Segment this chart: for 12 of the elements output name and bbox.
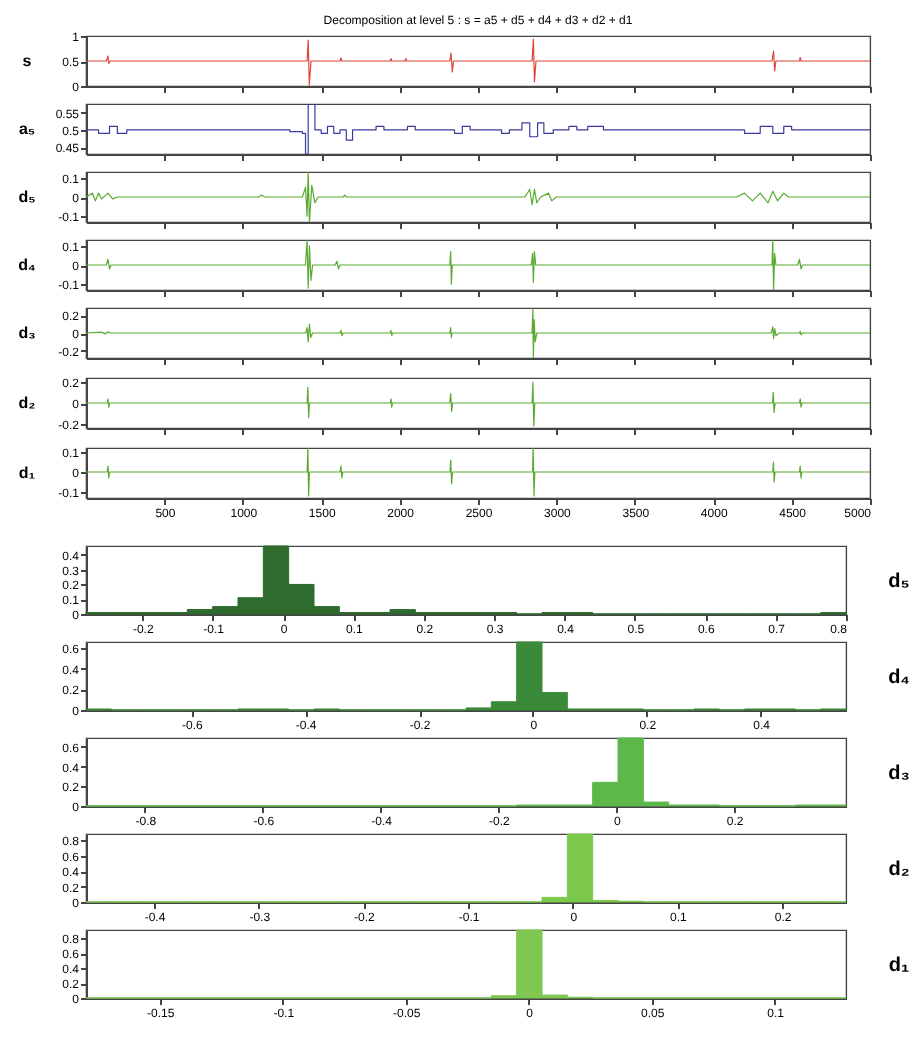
y-axis-title: d₅ — [888, 571, 911, 593]
y-axis-title: d₄ — [888, 667, 911, 689]
y-axis-title: d₄ — [18, 256, 37, 274]
y-axis-title: d₂ — [888, 859, 910, 881]
y-axis-title: a₅ — [18, 120, 36, 138]
y-axis-title: d₅ — [18, 188, 37, 206]
y-axis-title: d₁ — [888, 955, 910, 977]
y-axis-title: d₂ — [18, 394, 37, 412]
y-axis-title: s — [22, 52, 33, 70]
y-axis-title: d₁ — [18, 464, 37, 482]
y-axis-title: d₃ — [888, 763, 911, 785]
y-axis-title: d₃ — [18, 324, 37, 342]
